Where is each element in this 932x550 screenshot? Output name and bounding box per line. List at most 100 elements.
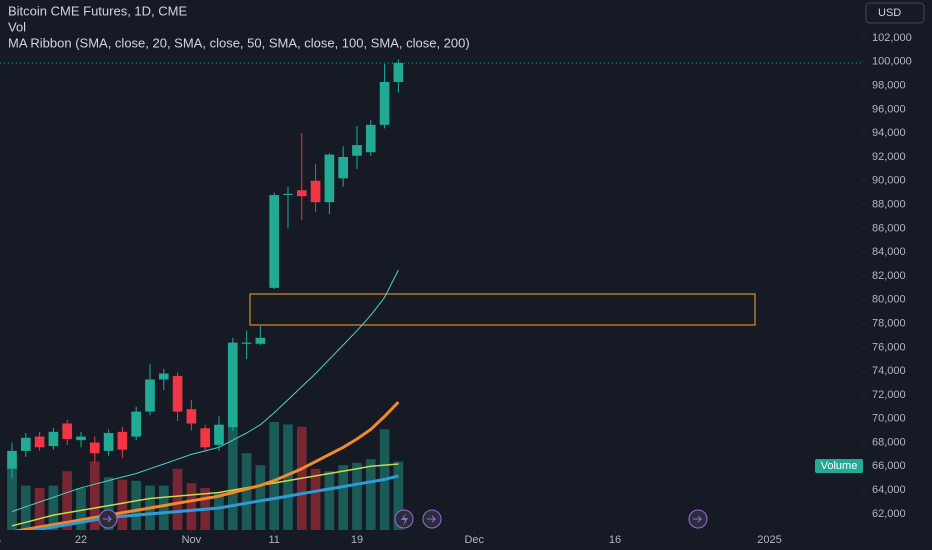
- volume-bar: [269, 422, 280, 530]
- candle-body: [393, 62, 404, 82]
- candle-layer: [7, 59, 404, 479]
- chart-title: Bitcoin CME Futures, 1D, CME: [8, 3, 187, 18]
- currency-button[interactable]: [865, 2, 925, 24]
- candle-body: [324, 154, 335, 203]
- volume-bar: [34, 488, 45, 530]
- volume-bar: [131, 480, 142, 530]
- y-tick-label: 70,000: [872, 413, 906, 425]
- candle-body: [379, 81, 390, 125]
- y-tick-label: 74,000: [872, 365, 906, 377]
- y-tick-label: 84,000: [872, 246, 906, 258]
- y-tick-label: 82,000: [872, 270, 906, 282]
- candle-body: [145, 379, 155, 412]
- candle-body: [296, 190, 307, 197]
- candle-body: [172, 375, 183, 412]
- y-tick-label: 76,000: [872, 341, 906, 353]
- volume-bar: [324, 471, 335, 530]
- volume-bar: [227, 424, 238, 530]
- x-tick-label: 19: [351, 534, 363, 546]
- candle-body: [48, 431, 59, 447]
- candle-body: [227, 342, 238, 428]
- x-tick-label: 2025: [757, 534, 781, 546]
- y-tick-label: 86,000: [872, 222, 906, 234]
- x-tick-label: 22: [75, 534, 87, 546]
- volume-bar: [310, 468, 321, 530]
- candle-body: [310, 180, 321, 203]
- x-tick-label: Nov: [182, 534, 202, 546]
- y-tick-label: 96,000: [872, 103, 906, 115]
- candle-body: [214, 424, 224, 445]
- candle-body: [20, 437, 31, 451]
- candle-body: [89, 442, 100, 454]
- candle-body: [338, 156, 349, 179]
- annotation-rectangle: [249, 293, 756, 326]
- candle-body: [365, 124, 376, 153]
- y-tick-label: 94,000: [872, 127, 906, 139]
- ma-line: [11, 463, 399, 527]
- event-arrow: [103, 515, 113, 523]
- candle-body: [200, 428, 211, 448]
- candle-body: [34, 436, 45, 448]
- volume-bar: [76, 488, 86, 530]
- y-tick-label: 100,000: [872, 56, 912, 68]
- ma-line: [13, 401, 400, 530]
- volume-bar: [117, 479, 128, 530]
- candle-body: [255, 337, 266, 344]
- ma-line: [27, 474, 399, 530]
- event-flash: [401, 513, 408, 526]
- x-tick-label: 11: [268, 534, 279, 546]
- volume-bar: [20, 485, 31, 530]
- candle-body: [7, 450, 17, 469]
- candle-body: [62, 423, 73, 439]
- event-arrow: [693, 515, 703, 523]
- y-tick-label: 92,000: [872, 151, 906, 163]
- volume-bar: [214, 492, 224, 530]
- event-arrow: [427, 515, 437, 523]
- volume-bar: [241, 453, 252, 530]
- candle-body: [158, 373, 169, 380]
- y-tick-label: 64,000: [872, 484, 906, 496]
- volume-bar: [338, 465, 349, 530]
- y-tick-label: 68,000: [872, 436, 906, 448]
- y-tick-label: 90,000: [872, 175, 906, 187]
- volume-bar: [255, 465, 266, 530]
- indicator-legend: MA Ribbon (SMA, close, 20, SMA, close, 5…: [8, 35, 470, 50]
- candle-body: [241, 342, 252, 344]
- y-tick-label: 72,000: [872, 389, 906, 401]
- axes-layer: 62,000 64,000 66,000 68,000 70,000 72,000 74,0…: [0, 32, 912, 546]
- x-tick-label: 16: [609, 534, 621, 546]
- volume-bar: [158, 485, 169, 530]
- y-tick-label: 66,000: [872, 460, 906, 472]
- volume-bar: [103, 477, 114, 530]
- candle-body: [186, 409, 197, 424]
- volume-bar: [393, 461, 404, 530]
- event-icons[interactable]: [98, 509, 708, 529]
- y-tick-label: 80,000: [872, 294, 906, 306]
- candle-body: [269, 195, 280, 288]
- y-tick-label: 62,000: [872, 508, 906, 520]
- volume-bar: [89, 461, 100, 530]
- volume-bar: [48, 485, 59, 530]
- volume-bar: [172, 468, 183, 530]
- candle-body: [103, 433, 114, 451]
- volume-bar: [283, 424, 293, 530]
- volume-legend: Vol: [8, 19, 26, 34]
- y-tick-label: 102,000: [872, 32, 912, 44]
- candle-body: [131, 411, 142, 437]
- currency-label[interactable]: USD: [878, 7, 901, 19]
- x-tick-label: Dec: [464, 534, 484, 546]
- y-tick-label: 78,000: [872, 317, 906, 329]
- volume-tag: [815, 459, 863, 473]
- volume-bar: [62, 471, 73, 530]
- volume-tag-label: Volume: [821, 460, 858, 472]
- candle-body: [352, 145, 362, 156]
- volume-bar: [352, 462, 362, 530]
- volume-bar: [186, 483, 197, 530]
- y-tick-label: 98,000: [872, 79, 906, 91]
- candle-body: [117, 431, 128, 450]
- x-tick-label: 4: [0, 534, 1, 546]
- candle-body: [283, 193, 293, 196]
- volume-bar: [365, 459, 376, 530]
